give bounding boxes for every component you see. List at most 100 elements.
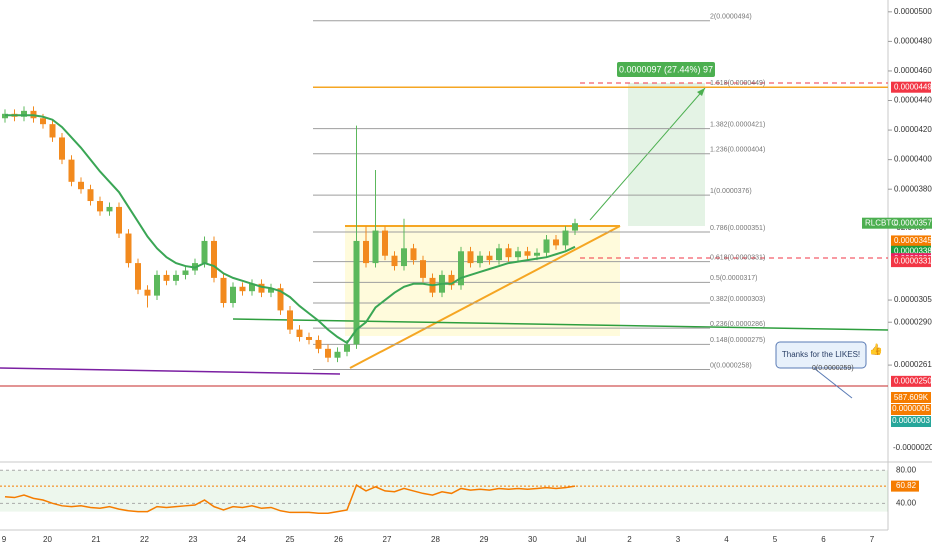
rsi-tag [891, 480, 919, 492]
x-tick-label: Jul [576, 535, 586, 544]
candle-body [144, 289, 151, 296]
symbol-label: RLCBTC [865, 218, 897, 227]
price-tag-label: 0.0000449 [894, 82, 932, 91]
x-tick-label: 7 [870, 535, 875, 544]
macd-tag: 0.0000005 [892, 404, 930, 413]
x-tick-label: 29 [480, 535, 489, 544]
macd-tag-box [891, 404, 931, 415]
y-tick-label: 0.0000420 [894, 125, 932, 134]
purple-line [0, 367, 341, 375]
x-tick-label: 5 [773, 535, 778, 544]
candle-body [125, 233, 132, 264]
candle-body [572, 223, 578, 231]
candle-body [135, 263, 141, 290]
candle-body [173, 274, 179, 281]
candle-body [562, 230, 569, 246]
arrow-head [697, 88, 705, 96]
callout-text: Thanks for the LIKES! [782, 350, 860, 359]
price-tag-label: 0.0000250 [894, 376, 932, 385]
y-tick-label: 0.0000500 [894, 7, 932, 16]
price-tag-label: 0.0000357 [894, 218, 932, 227]
candle-body [268, 288, 274, 293]
price-tag [891, 256, 931, 268]
target-label-box [617, 62, 715, 77]
x-tick-label: 30 [528, 535, 537, 544]
candle-body [116, 206, 122, 234]
macd-tag-box [891, 416, 931, 427]
y-tick-label: 0.0000261 [894, 360, 932, 369]
fib-label: 0.5(0.0000317) [710, 275, 757, 282]
volume-tag-box [891, 392, 931, 403]
fib-label: 0.236(0.0000286) [710, 321, 765, 328]
candle-body [287, 310, 293, 330]
x-tick-label: 2 [627, 535, 632, 544]
y-tick-label: 0.0000305 [894, 295, 932, 304]
like-icon: 👍 [869, 343, 883, 356]
candle-body [344, 344, 350, 352]
candle-body [420, 260, 426, 278]
price-tag [862, 217, 932, 229]
triangle-fill [345, 226, 620, 336]
candle-body [363, 240, 369, 264]
x-tick-label: 26 [334, 535, 343, 544]
candle-body [353, 240, 360, 345]
candle-body [296, 329, 303, 338]
price-tag-label: 0.0000331 [894, 257, 932, 266]
callout-pointer [809, 364, 853, 399]
fib-label: 0(0.0000258) [710, 362, 752, 369]
fib-label: 1(0.0000376) [710, 188, 752, 195]
candle-body [40, 118, 46, 125]
y-tick-label: 0.0000440 [894, 96, 932, 105]
fib-label: 0.786(0.0000351) [710, 225, 765, 232]
price-tag [891, 375, 931, 387]
candle-body [182, 270, 189, 275]
price-tag [891, 235, 931, 247]
candle-body [458, 251, 464, 286]
candle-body [467, 251, 474, 264]
x-tick-label: 23 [189, 535, 198, 544]
candle-body [391, 255, 398, 267]
x-tick-label: 9 [2, 535, 7, 544]
candle-body [68, 159, 75, 182]
candle-body [553, 239, 559, 246]
fib-extra-label: 0(0.0000259) [812, 365, 854, 372]
macd-tag: 0.0000003 [892, 416, 930, 425]
y-tick-label: 0.0000480 [894, 36, 932, 45]
x-tick-label: 24 [237, 535, 246, 544]
rsi-band [0, 470, 888, 512]
x-tick-label: 27 [383, 535, 392, 544]
x-tick-label: 21 [92, 535, 101, 544]
candle-body [249, 283, 255, 292]
rsi-line [4, 484, 576, 515]
fib-label: 1.618(0.0000449) [710, 80, 765, 87]
candle-body [49, 124, 56, 138]
y-tick-label: 0.0000290 [894, 317, 932, 326]
candle-body [21, 110, 27, 117]
candle-body [277, 288, 284, 311]
x-tick-label: 20 [43, 535, 52, 544]
x-tick-label: 4 [724, 535, 729, 544]
candle-body [211, 240, 217, 278]
macd-tick-label: -0.0000020 [893, 443, 932, 452]
x-tick-label: 3 [676, 535, 681, 544]
fib-label: 0.382(0.0000303) [710, 296, 765, 303]
rsi-tag-label: 60.82 [896, 481, 917, 490]
candle-body [258, 283, 265, 293]
candle-body [230, 286, 236, 304]
y-tick-label: 0.0000380 [894, 184, 932, 193]
trendline [232, 318, 889, 331]
x-tick-label: 6 [821, 535, 826, 544]
candle-body [524, 251, 531, 256]
candle-body [325, 348, 331, 358]
price-tag [891, 245, 931, 257]
rsi-tick-label: 80.00 [896, 465, 917, 474]
candle-body [486, 255, 493, 261]
fib-label: 0.148(0.0000275) [710, 337, 765, 344]
candle-body [154, 274, 160, 296]
candle-body [448, 274, 455, 286]
candle-body [410, 248, 417, 261]
candle-body [97, 201, 103, 212]
fib-label: 1.236(0.0000404) [710, 147, 765, 154]
price-tag-label: 0.0000345 [894, 236, 932, 245]
